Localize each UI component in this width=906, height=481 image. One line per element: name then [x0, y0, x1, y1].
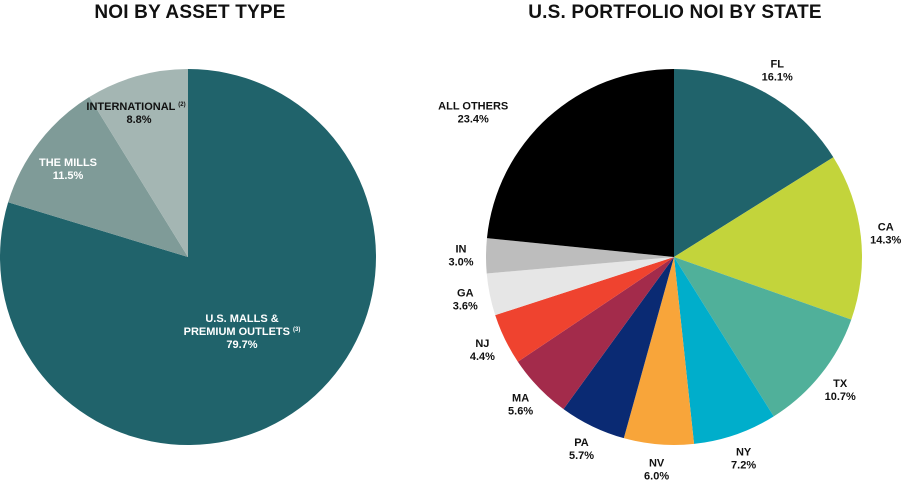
slice-label-tx: TX 10.7%	[825, 378, 856, 403]
slice-the-mills	[8, 97, 189, 257]
slice-in	[486, 238, 674, 274]
slice-label-ga: GA 3.6%	[453, 288, 478, 313]
slice-label-pa: PA 5.7%	[569, 437, 594, 462]
slice-nv	[623, 257, 695, 446]
slice-pa	[563, 257, 674, 439]
slice-label-ca: CA 14.3%	[870, 222, 901, 247]
state-chart-title: U.S. PORTFOLIO NOI BY STATE	[528, 2, 822, 23]
slice-fl	[674, 69, 834, 257]
slice-label-us-malls: U.S. MALLS & PREMIUM OUTLETS (3) 79.7%	[184, 313, 301, 351]
slice-tx	[674, 257, 852, 417]
slice-label-ma: MA 5.6%	[508, 393, 533, 418]
slice-ca	[674, 157, 862, 320]
slice-label-all-others: ALL OTHERS 23.4%	[438, 100, 508, 125]
slice-label-nv: NV 6.0%	[644, 457, 669, 481]
asset-type-pie: U.S. MALLS & PREMIUM OUTLETS (3) 79.7% THE …	[0, 69, 377, 446]
slice-u-s-malls-premium-outlets	[0, 69, 377, 446]
asset-type-chart-title: NOI BY ASSET TYPE	[94, 2, 286, 23]
slice-all-others	[486, 68, 674, 257]
state-pie: FL 16.1% CA 14.3% TX 10.7% NY 7.2% NV 6.0% PA 5.7% M…	[438, 59, 901, 481]
slice-ny	[674, 257, 774, 444]
slice-label-the-mills: THE MILLS 11.5%	[39, 157, 97, 182]
slice-nj	[495, 257, 674, 362]
slice-international	[89, 69, 188, 257]
slice-label-fl: FL 16.1%	[762, 59, 793, 84]
slice-label-in: IN 3.0%	[448, 244, 473, 269]
slice-label-ny: NY 7.2%	[731, 446, 756, 471]
slice-ga	[486, 257, 674, 316]
slice-ma	[517, 257, 674, 410]
slice-label-international: INTERNATIONAL (2) 8.8%	[86, 101, 185, 126]
slice-label-nj: NJ 4.4%	[470, 338, 495, 363]
